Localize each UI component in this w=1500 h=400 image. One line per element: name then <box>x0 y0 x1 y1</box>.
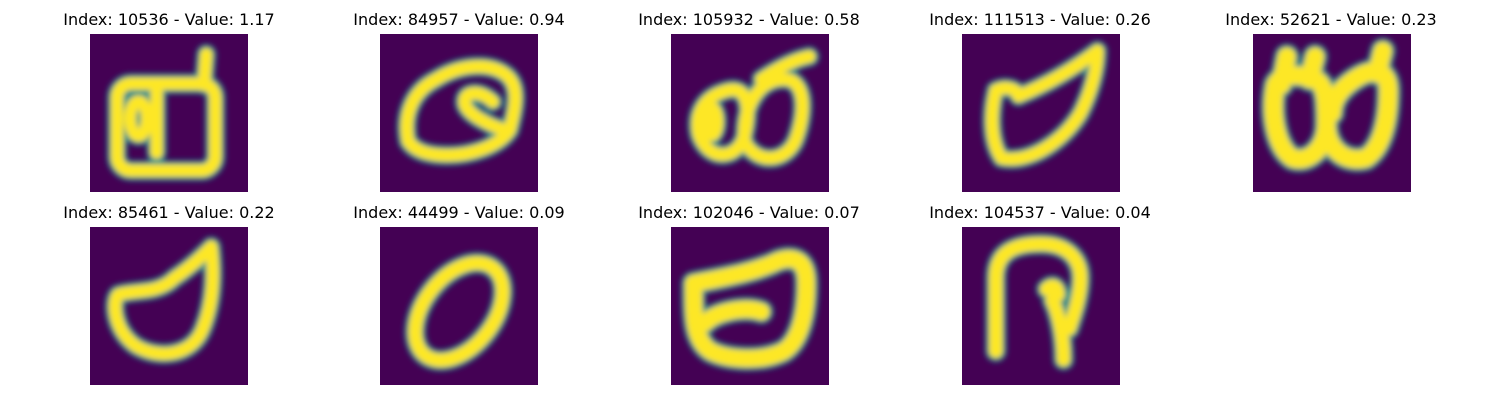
digit-panel: Index: 104537 - Value: 0.04 <box>890 201 1190 391</box>
digit-panel: Index: 52621 - Value: 0.23 <box>1181 8 1481 198</box>
digit-panel: Index: 84957 - Value: 0.94 <box>309 8 609 198</box>
panel-title: Index: 84957 - Value: 0.94 <box>353 10 565 29</box>
digit-panel: Index: 44499 - Value: 0.09 <box>309 201 609 391</box>
panel-title: Index: 44499 - Value: 0.09 <box>353 203 565 222</box>
panel-title: Index: 104537 - Value: 0.04 <box>929 203 1151 222</box>
digit-image <box>380 34 538 192</box>
digit-image <box>1253 34 1411 192</box>
panel-title: Index: 10536 - Value: 1.17 <box>63 10 275 29</box>
digit-image <box>90 34 248 192</box>
digit-panel: Index: 10536 - Value: 1.17 <box>19 8 319 198</box>
digit-image <box>380 227 538 385</box>
digit-image <box>962 34 1120 192</box>
digit-panel: Index: 85461 - Value: 0.22 <box>19 201 319 391</box>
panel-title: Index: 85461 - Value: 0.22 <box>63 203 275 222</box>
digit-image <box>671 34 829 192</box>
digit-panel: Index: 111513 - Value: 0.26 <box>890 8 1190 198</box>
panel-title: Index: 52621 - Value: 0.23 <box>1225 10 1437 29</box>
panel-title: Index: 111513 - Value: 0.26 <box>929 10 1151 29</box>
panel-title: Index: 105932 - Value: 0.58 <box>638 10 860 29</box>
panel-title: Index: 102046 - Value: 0.07 <box>638 203 860 222</box>
digit-image <box>90 227 248 385</box>
digit-panel: Index: 105932 - Value: 0.58 <box>599 8 899 198</box>
digit-image <box>962 227 1120 385</box>
digit-image <box>671 227 829 385</box>
digit-panel: Index: 102046 - Value: 0.07 <box>599 201 899 391</box>
